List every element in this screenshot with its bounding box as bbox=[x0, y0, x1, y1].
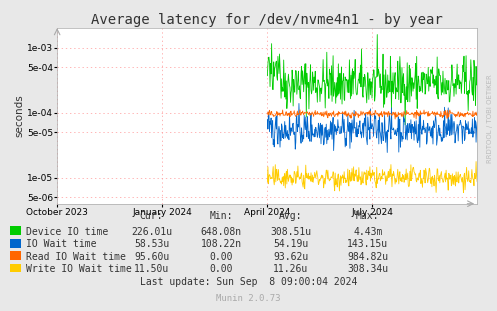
Text: 143.15u: 143.15u bbox=[347, 239, 388, 249]
Text: 108.22n: 108.22n bbox=[201, 239, 242, 249]
Text: 11.50u: 11.50u bbox=[134, 264, 169, 274]
Text: 308.34u: 308.34u bbox=[347, 264, 388, 274]
Text: 58.53u: 58.53u bbox=[134, 239, 169, 249]
Text: Write IO Wait time: Write IO Wait time bbox=[26, 264, 132, 274]
Text: 0.00: 0.00 bbox=[209, 252, 233, 262]
Text: Read IO Wait time: Read IO Wait time bbox=[26, 252, 126, 262]
Text: RRDTOOL / TOBI OETIKER: RRDTOOL / TOBI OETIKER bbox=[487, 74, 493, 163]
Text: Last update: Sun Sep  8 09:00:04 2024: Last update: Sun Sep 8 09:00:04 2024 bbox=[140, 277, 357, 287]
Text: IO Wait time: IO Wait time bbox=[26, 239, 96, 249]
Text: 0.00: 0.00 bbox=[209, 264, 233, 274]
Text: 308.51u: 308.51u bbox=[270, 227, 311, 237]
Text: Munin 2.0.73: Munin 2.0.73 bbox=[216, 294, 281, 303]
Text: Cur:: Cur: bbox=[140, 211, 164, 221]
Text: 54.19u: 54.19u bbox=[273, 239, 308, 249]
Text: 226.01u: 226.01u bbox=[131, 227, 172, 237]
Title: Average latency for /dev/nvme4n1 - by year: Average latency for /dev/nvme4n1 - by ye… bbox=[91, 13, 443, 27]
Text: 93.62u: 93.62u bbox=[273, 252, 308, 262]
Text: 984.82u: 984.82u bbox=[347, 252, 388, 262]
Text: 4.43m: 4.43m bbox=[353, 227, 383, 237]
Text: Avg:: Avg: bbox=[279, 211, 303, 221]
Y-axis label: seconds: seconds bbox=[14, 95, 24, 137]
Text: 11.26u: 11.26u bbox=[273, 264, 308, 274]
Text: 95.60u: 95.60u bbox=[134, 252, 169, 262]
Text: Device IO time: Device IO time bbox=[26, 227, 108, 237]
Text: 648.08n: 648.08n bbox=[201, 227, 242, 237]
Text: Max:: Max: bbox=[356, 211, 380, 221]
Text: Min:: Min: bbox=[209, 211, 233, 221]
